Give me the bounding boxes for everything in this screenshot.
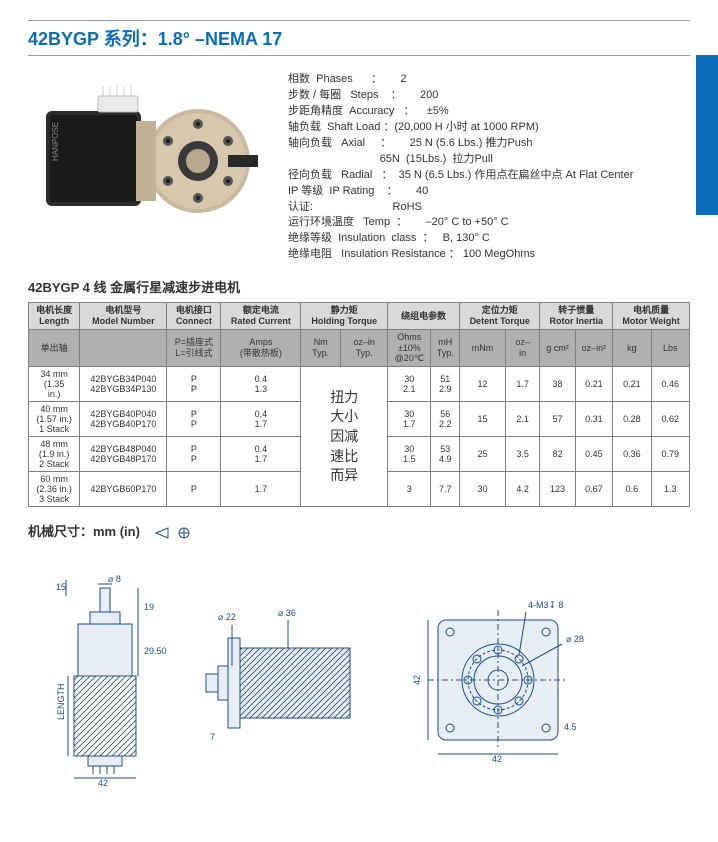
spec-row: IP 等级 IP Rating ： 40	[288, 184, 690, 200]
svg-text:⌀ 8: ⌀ 8	[108, 574, 121, 584]
mech-drawings: ⌀ 8 19 29.50 LENGTH 42 15 ⌀ 22	[28, 570, 690, 790]
table-row: 34 mm (1.35 in.)42BYGB34P040 42BYGB34P13…	[29, 367, 690, 402]
svg-text:⌀ 36: ⌀ 36	[278, 608, 296, 618]
spec-table: 电机长度Length 电机型号Model Number 电机接口Connect …	[28, 302, 690, 507]
svg-text:⌀ 28: ⌀ 28	[566, 634, 584, 644]
svg-text:42: 42	[412, 675, 422, 685]
svg-text:HANPOSE: HANPOSE	[51, 122, 60, 161]
spec-row: 径向负载 Radial ： 35 N (6.5 Lbs.) 作用点在扁丝中点 A…	[288, 168, 690, 184]
svg-text:LENGTH: LENGTH	[56, 684, 66, 721]
svg-text:42: 42	[98, 778, 108, 788]
unit-torque-nm: Nm Typ.	[301, 329, 341, 366]
hdr-winding: 绕组电参数	[388, 303, 460, 330]
spec-row: 步数 / 每圈 Steps ： 200	[288, 88, 690, 104]
hdr-weight: 电机质量Motor Weight	[613, 303, 690, 330]
title-bar: 42BYGP 系列：1.8° –NEMA 17	[28, 20, 690, 56]
spec-row: 绝缘电阻 Insulation Resistance ： 100 MegOhms	[288, 247, 690, 263]
hdr-connect: 电机接口Connect	[167, 303, 221, 330]
hdr-current: 额定电流Rated Current	[221, 303, 301, 330]
spec-row: 轴向负载 Axial ： 25 N (5.6 Lbs.) 推力Push	[288, 136, 690, 152]
unit-torque-oz: oz–in Typ.	[341, 329, 388, 366]
unit-model	[80, 329, 167, 366]
unit-connect: P=插座式 L=引线式	[167, 329, 221, 366]
unit-detent-oz: oz– in	[505, 329, 540, 366]
hdr-model: 电机型号Model Number	[80, 303, 167, 330]
unit-lb: Lbs	[651, 329, 690, 366]
drawing-side-motor: ⌀ 8 19 29.50 LENGTH 42 15	[28, 570, 178, 790]
unit-detent-mnm: mNm	[460, 329, 506, 366]
svg-text:29.50: 29.50	[144, 646, 167, 656]
page-title: 42BYGP 系列：1.8° –NEMA 17	[28, 25, 690, 51]
spec-row: 绝缘等级 Insulation class ： B, 130° C	[288, 231, 690, 247]
hdr-detent: 定位力矩Detent Torque	[460, 303, 540, 330]
spec-row: 步距角精度 Accuracy ： ±5%	[288, 104, 690, 120]
hdr-inertia: 转子惯量Rotor Inertia	[540, 303, 613, 330]
spec-list: 相数 Phases ： 2步数 / 每圈 Steps ： 200步距角精度 Ac…	[288, 66, 690, 263]
product-photo: HANPOSE	[28, 66, 268, 236]
svg-text:15: 15	[56, 582, 66, 592]
spec-row: 65N (15Lbs.) 拉力Pull	[288, 152, 690, 168]
unit-inertia-oz: oz–in²	[575, 329, 613, 366]
unit-inertia-g: g cm²	[540, 329, 575, 366]
mech-dimensions-title: 机械尺寸：mm (in)	[28, 521, 690, 540]
svg-text:4-M3↧ 8: 4-M3↧ 8	[528, 600, 564, 610]
spec-row: 认证: RoHS	[288, 200, 690, 216]
svg-text:⌀ 22: ⌀ 22	[218, 612, 236, 622]
drawing-front-face: 4-M3↧ 8 ⌀ 28 42 42 4.5	[398, 570, 598, 790]
side-accent-bar	[696, 55, 718, 215]
spec-row: 相数 Phases ： 2	[288, 72, 690, 88]
torque-note: 扭力 大小 因减 速比 而异	[301, 367, 388, 507]
table-subtitle: 42BYGP 4 线 金属行星减速步进电机	[28, 277, 690, 296]
unit-mh: mH Typ.	[431, 329, 460, 366]
unit-length: 单出轴	[29, 329, 80, 366]
unit-current: Amps (带散热板)	[221, 329, 301, 366]
svg-text:42: 42	[492, 754, 502, 764]
top-section: HANPOSE 相数 Phases ： 2步数 / 每圈 Steps ： 200…	[28, 66, 690, 263]
drawing-side-gearbox: ⌀ 22 ⌀ 36 7	[188, 570, 388, 790]
hdr-torque: 静力矩Holding Torque	[301, 303, 388, 330]
svg-text:19: 19	[144, 602, 154, 612]
spec-row: 轴负载 Shaft Load ：(20,000 H 小时 at 1000 RPM…	[288, 120, 690, 136]
svg-text:7: 7	[210, 732, 215, 742]
unit-kg: kg	[613, 329, 651, 366]
hdr-length: 电机长度Length	[29, 303, 80, 330]
spec-row: 运行环境温度 Temp ： –20° C to +50° C	[288, 215, 690, 231]
unit-ohm: Ohms ±10% @20℃	[388, 329, 431, 366]
svg-text:4.5: 4.5	[564, 722, 577, 732]
